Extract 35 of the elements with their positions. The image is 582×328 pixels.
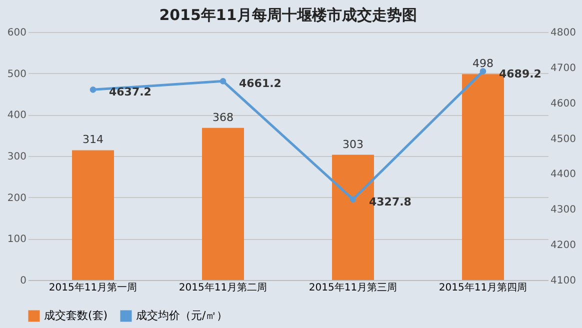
data-label: 368 — [212, 110, 234, 124]
x-tick-label: 2015年11月第二周 — [178, 282, 268, 294]
y2-tick-label: 4800 — [550, 28, 576, 38]
y2-tick-label: 4600 — [550, 98, 576, 110]
data-label: 303 — [342, 138, 364, 151]
bar — [202, 128, 244, 280]
data-label: 4689.2 — [499, 67, 542, 80]
legend-label: 成交套数(套) — [44, 309, 108, 322]
bar — [72, 150, 114, 280]
point — [480, 68, 486, 74]
data-label: 4637.2 — [109, 86, 152, 99]
y2-tick-label: 4200 — [550, 240, 576, 252]
y2-tick-label: 4500 — [550, 134, 576, 145]
y2-tick-label: 4100 — [550, 276, 576, 286]
y-tick-label: 200 — [7, 192, 26, 204]
y-tick-label: 300 — [7, 152, 26, 162]
point — [350, 196, 356, 202]
y2-tick-label: 4400 — [550, 169, 576, 180]
y-tick-label: 500 — [7, 68, 26, 80]
legend-label: 成交均价（元/㎡） — [136, 309, 228, 322]
y2-tick-label: 4300 — [550, 204, 576, 216]
x-tick-label: 2015年11月第一周 — [48, 282, 138, 294]
y-tick-label: 600 — [7, 28, 26, 38]
x-tick-label: 2015年11月第四周 — [438, 282, 528, 294]
y-tick-label: 400 — [7, 110, 26, 122]
data-label: 498 — [472, 57, 494, 70]
y-tick-label: 0 — [20, 276, 26, 286]
y2-tick-label: 4700 — [550, 62, 576, 74]
x-tick-label: 2015年11月第三周 — [308, 282, 398, 294]
chart-title: 2015年11月每周十堰楼市成交走势图 — [159, 6, 417, 24]
point — [90, 86, 96, 93]
data-label: 314 — [82, 133, 104, 146]
y-tick-label: 100 — [7, 234, 26, 246]
data-label: 4661.2 — [239, 77, 282, 90]
point — [220, 78, 226, 84]
